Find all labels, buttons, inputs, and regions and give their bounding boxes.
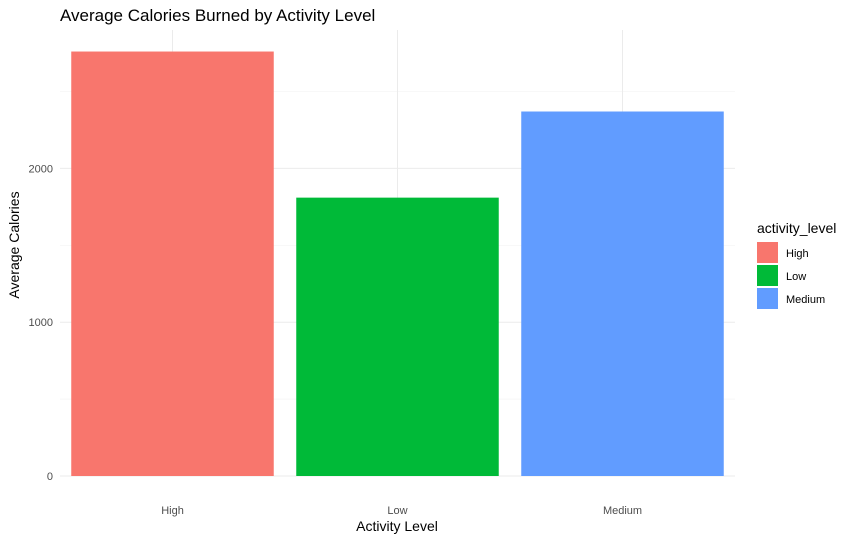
- x-tick-label: High: [161, 505, 184, 517]
- chart-title: Average Calories Burned by Activity Leve…: [60, 6, 375, 25]
- legend-swatch-low: [757, 265, 778, 286]
- legend-label-low: Low: [786, 271, 806, 283]
- x-axis-tick-labels: High Low Medium: [161, 505, 642, 517]
- bar-low: [296, 197, 499, 477]
- y-tick-label: 1000: [29, 317, 53, 329]
- x-tick-label: Medium: [603, 505, 642, 517]
- legend-swatch-high: [757, 242, 778, 263]
- bar-medium: [521, 111, 724, 476]
- y-tick-label: 0: [47, 471, 53, 483]
- legend-title: activity_level: [757, 220, 836, 236]
- bars: [71, 51, 724, 477]
- legend-items: High Low Medium: [757, 242, 825, 309]
- x-tick-label: Low: [387, 505, 407, 517]
- legend-swatch-medium: [757, 288, 778, 309]
- y-axis-tick-labels: 0 1000 2000: [29, 163, 53, 483]
- y-axis-title: Average Calories: [6, 191, 22, 298]
- y-tick-label: 2000: [29, 163, 53, 175]
- legend-label-medium: Medium: [786, 294, 825, 306]
- x-axis-title: Activity Level: [356, 518, 438, 534]
- legend: activity_level High Low Medium: [757, 220, 836, 309]
- bar-high: [71, 51, 274, 476]
- legend-label-high: High: [786, 248, 809, 260]
